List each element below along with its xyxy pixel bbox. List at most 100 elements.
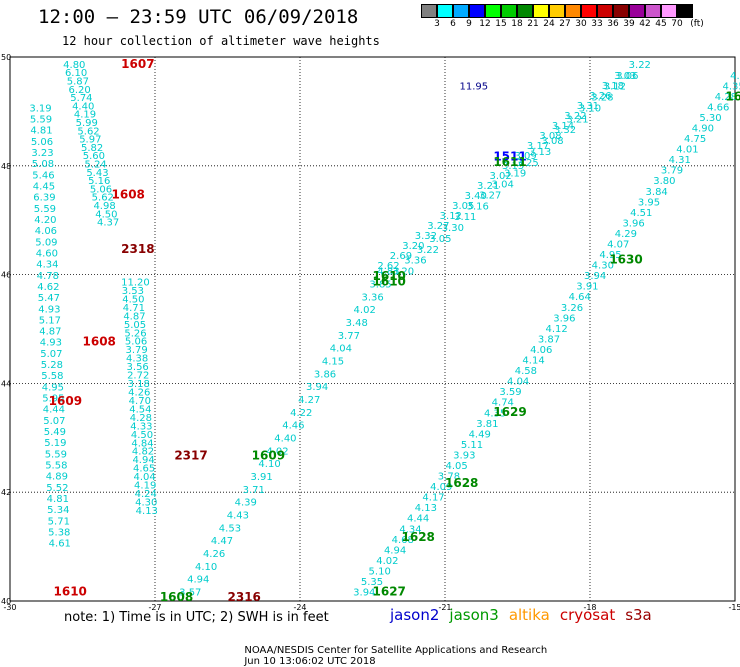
swh-value: 3.20 <box>402 241 424 252</box>
pass-time-label: 1629 <box>493 405 526 419</box>
swh-value: 5.59 <box>34 204 56 215</box>
swh-value: 4.13 <box>136 506 158 517</box>
swh-value: 4.89 <box>46 472 68 483</box>
swh-value: 5.19 <box>44 438 66 449</box>
swh-value: 3.57 <box>179 588 201 599</box>
swh-value: 4.22 <box>290 408 312 419</box>
swh-value: 4.24 <box>135 489 157 500</box>
legend-label: 27 <box>559 19 571 29</box>
swh-value: 4.95 <box>42 382 64 393</box>
swh-value: 4.93 <box>38 304 60 315</box>
swh-value: 4.37 <box>97 218 119 229</box>
swh-value: 4.46 <box>282 421 304 432</box>
swh-value: 3.94 <box>584 271 606 282</box>
legend-label: 12 <box>479 19 491 29</box>
pass-time-label: 1608 <box>160 590 193 604</box>
swh-value: 4.40 <box>274 433 296 444</box>
swh-value: 4.82 <box>132 447 154 458</box>
swh-value: 3.32 <box>415 231 437 242</box>
legend-label: 15 <box>495 19 507 29</box>
swh-value: 4.34 <box>36 260 58 271</box>
swh-value: 3.53 <box>122 286 144 297</box>
lat-tick-label: 44 <box>1 379 11 388</box>
swh-value: 5.62 <box>92 193 114 204</box>
swh-value: 6.39 <box>33 193 55 204</box>
swh-value: 3.12 <box>440 211 462 222</box>
pass-time-label: 1609 <box>49 394 82 408</box>
legend-swatch <box>421 4 437 18</box>
swh-value: 4.39 <box>235 498 257 509</box>
swh-value: 4.33 <box>130 421 152 432</box>
swh-value: 4.05 <box>445 461 467 472</box>
swh-value: 5.06 <box>31 137 53 148</box>
swh-value: 3.96 <box>622 218 644 229</box>
swh-value: 4.87 <box>39 327 61 338</box>
legend-label: 21 <box>527 19 539 29</box>
timestamp: Jun 10 13:06:02 UTC 2018 <box>244 656 376 667</box>
legend-swatch <box>645 4 661 18</box>
satellite-label-jason3: jason3 <box>449 606 499 624</box>
swh-value: 3.86 <box>314 369 336 380</box>
swh-value: 5.52 <box>46 483 68 494</box>
pass-time-label: 1608 <box>112 187 145 201</box>
swh-value: 5.59 <box>45 449 67 460</box>
legend-labels: 3 6 9 12 15 18 21 24 27 30 33 36 39 42 45 70 (ft) <box>421 18 704 32</box>
swh-value: 3.56 <box>127 362 149 373</box>
swh-value: 3.77 <box>338 331 360 342</box>
swh-value: 3.05 <box>452 201 474 212</box>
legend-swatch <box>501 4 517 18</box>
legend-unit: (ft) <box>690 19 704 29</box>
swh-value: 3.27 <box>427 221 449 232</box>
swh-value: 4.44 <box>43 405 65 416</box>
swh-value: 4.95 <box>599 250 621 261</box>
swh-value: 4.83 <box>377 267 399 278</box>
legend-swatch <box>485 4 501 18</box>
swh-value: 5.47 <box>38 293 60 304</box>
swh-value: 4.94 <box>187 575 209 586</box>
swh-value: 3.15 <box>502 161 524 172</box>
swh-value: 3.21 <box>566 114 588 125</box>
swh-value: 11.95 <box>460 82 489 93</box>
swh-value: 5.38 <box>48 527 70 538</box>
swh-value: 5.09 <box>35 237 57 248</box>
swh-value: 4.54 <box>129 404 151 415</box>
swh-value: 2.62 <box>377 261 399 272</box>
legend-label: 39 <box>623 19 635 29</box>
legend-swatch <box>453 4 469 18</box>
swh-value: 3.26 <box>561 303 583 314</box>
swh-value: 4.38 <box>126 354 148 365</box>
swh-value: 5.71 <box>48 516 70 527</box>
swh-value: 4.10 <box>195 562 217 573</box>
lon-tick-label: -30 <box>3 603 16 612</box>
swh-value: 3.02 <box>490 171 512 182</box>
swh-value: 4.06 <box>530 345 552 356</box>
pass-time-label: 1611 <box>493 155 526 169</box>
swh-value: 4.07 <box>607 240 629 251</box>
swh-value: 3.03 <box>614 71 636 82</box>
swh-value: 4.30 <box>135 497 157 508</box>
swh-value: 4.50 <box>95 209 117 220</box>
swh-value: 4.43 <box>227 511 249 522</box>
lon-tick-label: -27 <box>148 603 161 612</box>
legend-swatch <box>661 4 677 18</box>
swh-value: 5.82 <box>81 143 103 154</box>
lat-tick-label: 46 <box>1 271 11 280</box>
swh-value: 4.94 <box>132 455 154 466</box>
swh-value: 4.17 <box>422 493 444 504</box>
swh-value: 3.96 <box>553 313 575 324</box>
swh-value: 4.75 <box>684 134 706 145</box>
swh-value: 11.20 <box>121 277 150 288</box>
swh-value: 4.28 <box>130 413 152 424</box>
swh-value: 4.04 <box>134 472 156 483</box>
swh-value: 4.81 <box>30 126 52 137</box>
legend-swatch <box>437 4 453 18</box>
swh-value: 5.95 <box>42 394 64 405</box>
legend-swatch <box>549 4 565 18</box>
swh-value: 3.32 <box>554 125 576 136</box>
swh-value: 3.84 <box>646 187 668 198</box>
lon-tick-label: -15 <box>728 603 740 612</box>
swh-value: 3.28 <box>591 93 613 104</box>
swh-value: 4.02 <box>376 556 398 567</box>
swh-value: 3.25 <box>516 158 538 169</box>
pass-time-label: 1630 <box>609 253 642 267</box>
